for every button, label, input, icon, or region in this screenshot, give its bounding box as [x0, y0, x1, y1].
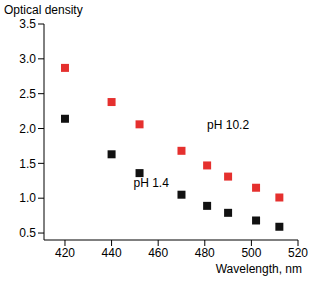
svg-text:pH 10.2: pH 10.2	[207, 118, 249, 132]
svg-text:440: 440	[102, 246, 122, 260]
svg-text:3.0: 3.0	[19, 52, 36, 66]
svg-text:500: 500	[241, 246, 261, 260]
svg-text:480: 480	[195, 246, 215, 260]
html-text:Optical density: Optical density	[4, 3, 83, 17]
svg-text:1.0: 1.0	[19, 191, 36, 205]
html-text:Wavelength, nm: Wavelength, nm	[215, 262, 302, 276]
svg-text:420: 420	[55, 246, 75, 260]
svg-text:460: 460	[148, 246, 168, 260]
svg-text:0.5: 0.5	[19, 226, 36, 240]
svg-text:pH 1.4: pH 1.4	[134, 176, 170, 190]
svg-text:520: 520	[288, 246, 304, 260]
svg-text:3.5: 3.5	[19, 17, 36, 31]
svg-text:2.0: 2.0	[19, 122, 36, 136]
svg-text:1.5: 1.5	[19, 157, 36, 171]
svg-text:2.5: 2.5	[19, 87, 36, 101]
